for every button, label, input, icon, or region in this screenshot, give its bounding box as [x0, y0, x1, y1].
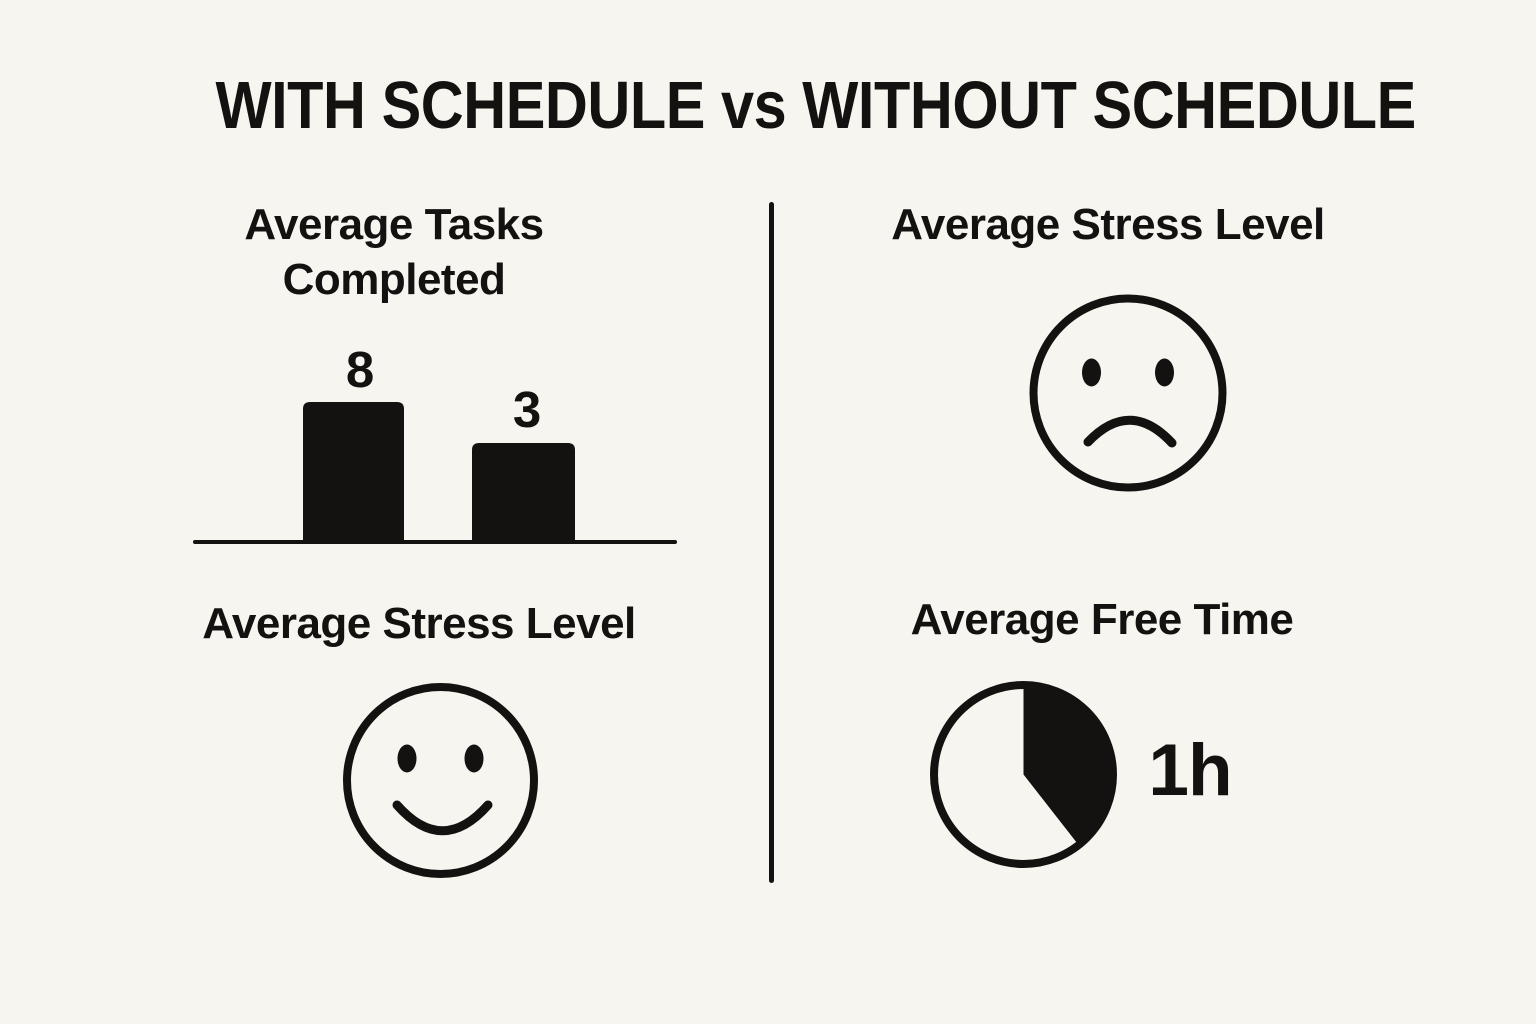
bar-value-label: 3 [513, 381, 541, 438]
free-time-label: Average Free Time [910, 595, 1294, 644]
bar-chart: 83 [193, 341, 677, 544]
page-title: WITH SCHEDULE vs WITHOUT SCHEDULE [95, 72, 1536, 139]
happy-face-left-eye [397, 744, 417, 773]
bar-value-label: 8 [346, 341, 374, 398]
sad-face-left-eye [1082, 358, 1101, 387]
pie-clock-icon [930, 681, 1117, 868]
happy-face-icon [343, 683, 538, 878]
bar-8 [303, 402, 404, 542]
sad-face-outline [1029, 294, 1227, 492]
bar-chart-bars: 83 [303, 341, 575, 542]
column-divider [769, 202, 774, 883]
tasks-completed-label-line1: Average Tasks [244, 200, 544, 249]
sad-face-icon [1029, 294, 1227, 492]
sad-face-frown [1083, 415, 1177, 448]
happy-face-smile [392, 800, 493, 836]
bar-3 [472, 443, 575, 542]
free-time-value: 1h [1148, 730, 1232, 811]
tasks-completed-label: Average Tasks Completed [244, 197, 544, 307]
page-title-text: WITH SCHEDULE vs WITHOUT SCHEDULE [215, 68, 1416, 143]
happy-face-outline [343, 683, 538, 878]
stress-level-without-schedule-label: Average Stress Level [891, 200, 1325, 249]
sad-face-right-eye [1155, 358, 1174, 387]
stress-level-with-schedule-label: Average Stress Level [202, 599, 636, 648]
tasks-completed-label-line2: Completed [282, 255, 506, 304]
happy-face-right-eye [464, 744, 484, 773]
pie-filled-slice [1023, 685, 1113, 845]
